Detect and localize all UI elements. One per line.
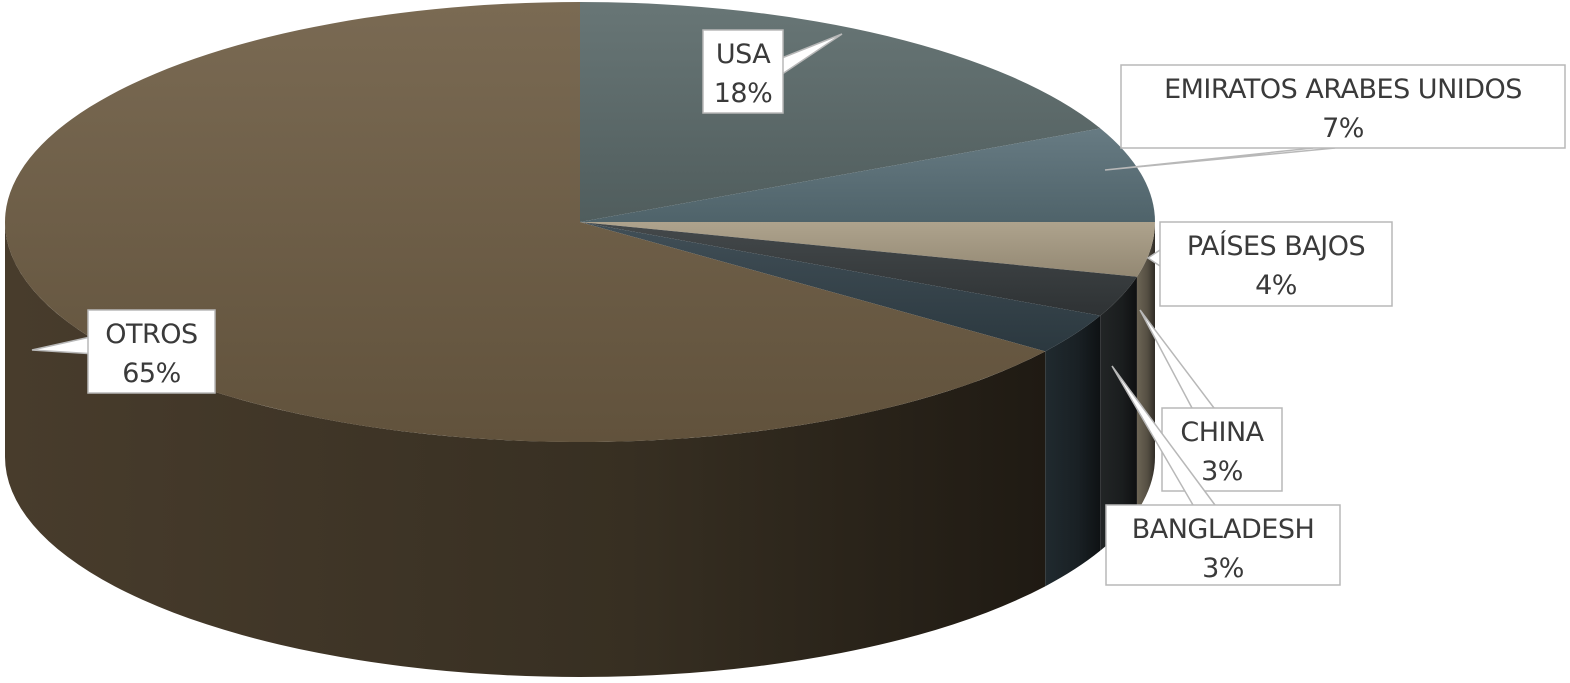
- callout-pa-ses-bajos: PAÍSES BAJOS 4%: [1146, 221, 1393, 307]
- slice-label: CHINA: [1180, 417, 1264, 448]
- callout-bangladesh: BANGLADESH 3%: [1105, 365, 1341, 586]
- pie-slice-otros: [4, 2, 1046, 443]
- pie-side-pa-ses-bajos: [1136, 222, 1155, 512]
- pie-slice-emiratos-arabes-unidos: [580, 128, 1155, 222]
- pie-slice-china: [580, 222, 1137, 316]
- slice-value-label: 7%: [1322, 113, 1364, 144]
- slice-label: PAÍSES BAJOS: [1187, 230, 1365, 262]
- slice-value-label: 18%: [714, 78, 773, 109]
- callout-pointer: [1139, 309, 1215, 409]
- pie-side-otros: [5, 222, 1046, 677]
- callout-box: [1159, 221, 1393, 307]
- slice-value-label: 65%: [122, 358, 181, 389]
- pie-callouts: USA 18% EMIRATOS ARABES UNIDOS 7% PAÍSES BAJ…: [31, 29, 1566, 586]
- callout-box: [1105, 504, 1341, 586]
- callout-pointer: [1104, 147, 1336, 171]
- callout-pointer: [782, 33, 843, 75]
- callout-box: [1120, 64, 1566, 149]
- callout-usa: USA 18%: [702, 29, 843, 114]
- slice-label: EMIRATOS ARABES UNIDOS: [1164, 74, 1522, 105]
- callout-box: [702, 29, 784, 114]
- slice-label: BANGLADESH: [1132, 514, 1315, 545]
- slice-label: OTROS: [105, 319, 197, 350]
- pie-side-walls: [5, 222, 1155, 677]
- callout-pointer: [1111, 365, 1216, 506]
- callout-pointer: [31, 336, 89, 355]
- callout-box: [87, 309, 216, 394]
- pie-slice-bangladesh: [580, 222, 1101, 352]
- pie-side-china: [1100, 276, 1137, 551]
- callout-pointer: [1146, 249, 1161, 267]
- pie-side-bangladesh: [1045, 315, 1101, 587]
- callout-emiratos-arabes-unidos: EMIRATOS ARABES UNIDOS 7%: [1104, 64, 1566, 171]
- slice-label: USA: [716, 39, 771, 70]
- callout-china: CHINA 3%: [1139, 309, 1283, 492]
- slice-value-label: 4%: [1255, 270, 1297, 301]
- pie-slice-pa-ses-bajos: [580, 222, 1155, 277]
- slice-value-label: 3%: [1202, 553, 1244, 584]
- slice-value-label: 3%: [1201, 456, 1243, 487]
- callout-otros: OTROS 65%: [31, 309, 216, 394]
